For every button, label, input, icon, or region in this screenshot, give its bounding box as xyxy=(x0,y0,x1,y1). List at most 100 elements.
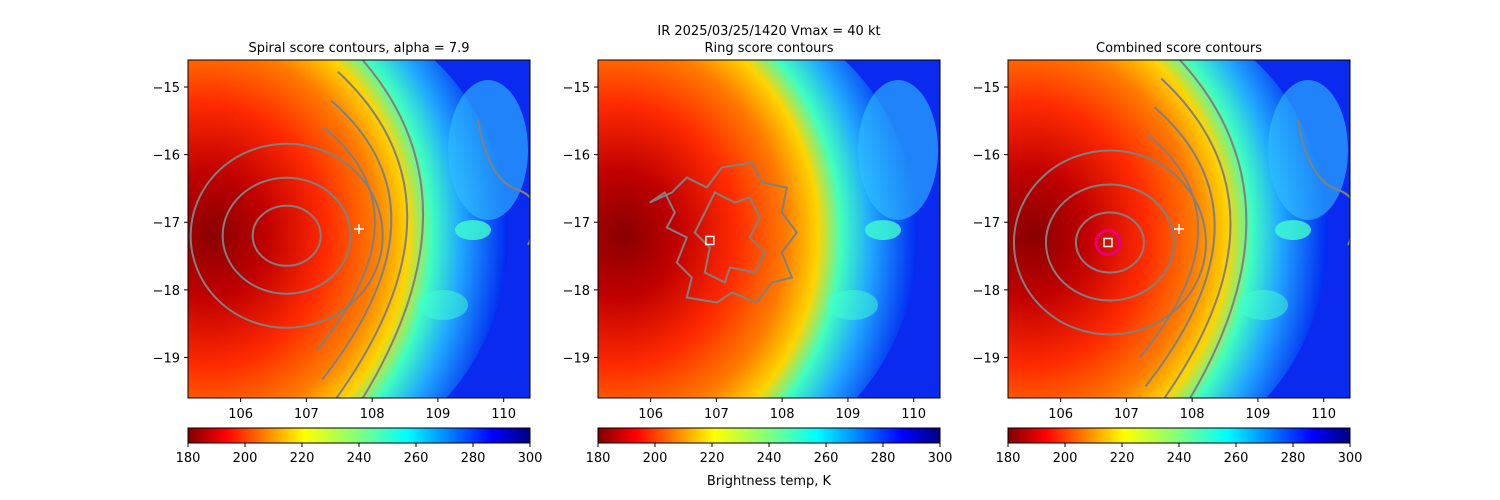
panel-title: Ring score contours xyxy=(704,41,833,56)
contour-line xyxy=(1160,77,1232,398)
score-contours xyxy=(189,60,530,398)
contour-line xyxy=(1012,149,1207,336)
x-tick-label: 107 xyxy=(704,407,729,422)
panel-2: Ring score contours 106 107 108 109 110 −15 −16… xyxy=(563,41,953,466)
y-tick-label: −18 xyxy=(563,284,590,299)
colorbar-tick-label: 240 xyxy=(1167,451,1192,466)
contour-line xyxy=(649,161,799,304)
center-cross xyxy=(1174,224,1184,234)
colorbar-tick-label: 200 xyxy=(643,451,668,466)
ir-cloud-shield xyxy=(188,60,508,398)
x-tick-label: 109 xyxy=(426,407,451,422)
colorbar-label: Brightness temp, K xyxy=(707,474,832,489)
score-contours xyxy=(649,161,799,304)
y-tick-label: −18 xyxy=(153,284,180,299)
y-tick-label: −15 xyxy=(153,81,180,96)
contour-line xyxy=(477,119,530,246)
colorbar-tick-label: 280 xyxy=(461,451,486,466)
y-tick-label: −19 xyxy=(563,351,590,366)
y-tick-label: −19 xyxy=(153,351,180,366)
contour-line xyxy=(189,142,384,329)
contour-line xyxy=(693,191,767,284)
x-tick-label: 108 xyxy=(1180,407,1205,422)
x-tick-label: 107 xyxy=(1114,407,1139,422)
contour-line xyxy=(1144,106,1216,387)
colorbar-tick-label: 300 xyxy=(1338,451,1363,466)
panel-1: Spiral score contours, alpha = 7.9 106 107… xyxy=(153,41,543,466)
contour-line xyxy=(1178,60,1248,398)
y-tick-label: −16 xyxy=(153,149,180,164)
contour-line xyxy=(361,60,425,398)
contour-line xyxy=(1044,183,1175,302)
y-tick-label: −17 xyxy=(153,216,180,231)
colorbar-tick-label: 220 xyxy=(290,451,315,466)
x-tick-label: 109 xyxy=(1246,407,1271,422)
ir-band-north xyxy=(858,80,938,220)
colorbar-tick-label: 300 xyxy=(518,451,543,466)
y-tick-label: −17 xyxy=(563,216,590,231)
contour-line xyxy=(335,71,409,398)
panel-title: Spiral score contours, alpha = 7.9 xyxy=(248,41,469,56)
axes-frame xyxy=(1007,59,1351,399)
axes-frame xyxy=(597,59,941,399)
center-square xyxy=(705,235,715,246)
colorbar-tick-label: 240 xyxy=(757,451,782,466)
y-tick-label: −15 xyxy=(973,81,1000,96)
colorbar-tick-label: 180 xyxy=(996,451,1021,466)
colorbar-tick-label: 260 xyxy=(1224,451,1249,466)
contour-line xyxy=(221,176,352,295)
contour-line xyxy=(251,204,322,267)
y-tick-label: −16 xyxy=(563,149,590,164)
y-tick-label: −17 xyxy=(973,216,1000,231)
colorbar-tick-label: 220 xyxy=(700,451,725,466)
ir-cloud-shield xyxy=(598,60,918,398)
colorbar-tick-label: 220 xyxy=(1110,451,1135,466)
colorbar-tick-label: 300 xyxy=(928,451,953,466)
x-tick-label: 107 xyxy=(294,407,319,422)
x-tick-label: 106 xyxy=(638,407,663,422)
colorbar-tick-label: 200 xyxy=(233,451,258,466)
ir-image xyxy=(188,60,530,398)
x-tick-label: 110 xyxy=(1311,407,1336,422)
panel-title: Combined score contours xyxy=(1096,41,1262,56)
x-tick-label: 108 xyxy=(360,407,385,422)
center-cross xyxy=(354,224,364,234)
contour-line xyxy=(1297,119,1350,246)
x-tick-label: 109 xyxy=(836,407,861,422)
ir-cloud-cell xyxy=(865,220,901,240)
colorbar xyxy=(187,427,531,444)
colorbar-tick-label: 200 xyxy=(1053,451,1078,466)
x-tick-label: 110 xyxy=(901,407,926,422)
ir-image xyxy=(1008,60,1350,398)
contour-line xyxy=(321,99,393,381)
x-tick-label: 106 xyxy=(228,407,253,422)
x-tick-label: 108 xyxy=(770,407,795,422)
panel-3: Combined score contours 106 107 108 109 110 −1… xyxy=(973,41,1363,466)
axes-frame xyxy=(187,59,531,399)
score-contours xyxy=(1012,60,1350,398)
colorbar-tick-label: 280 xyxy=(1281,451,1306,466)
colorbar-tick-label: 180 xyxy=(176,451,201,466)
ir-cloud-cell xyxy=(1238,290,1288,320)
ir-band-north xyxy=(448,80,528,220)
contour-line xyxy=(1074,211,1145,274)
colorbar xyxy=(597,427,941,444)
ir-band-north xyxy=(1268,80,1348,220)
figure-suptitle: IR 2025/03/25/1420 Vmax = 40 kt xyxy=(657,24,880,39)
colorbar-tick-label: 260 xyxy=(814,451,839,466)
colorbar-tick-label: 260 xyxy=(404,451,429,466)
y-tick-label: −19 xyxy=(973,351,1000,366)
center-square xyxy=(1103,237,1113,248)
x-tick-label: 110 xyxy=(491,407,516,422)
y-tick-label: −18 xyxy=(973,284,1000,299)
ir-cloud-cell xyxy=(1275,220,1311,240)
ring-circle xyxy=(1094,229,1122,257)
y-tick-label: −16 xyxy=(973,149,1000,164)
ir-image xyxy=(598,60,940,398)
colorbar-tick-label: 280 xyxy=(871,451,896,466)
y-tick-label: −15 xyxy=(563,81,590,96)
ir-cloud-cell xyxy=(828,290,878,320)
ir-cloud-cell xyxy=(455,220,491,240)
contour-line xyxy=(315,126,376,352)
